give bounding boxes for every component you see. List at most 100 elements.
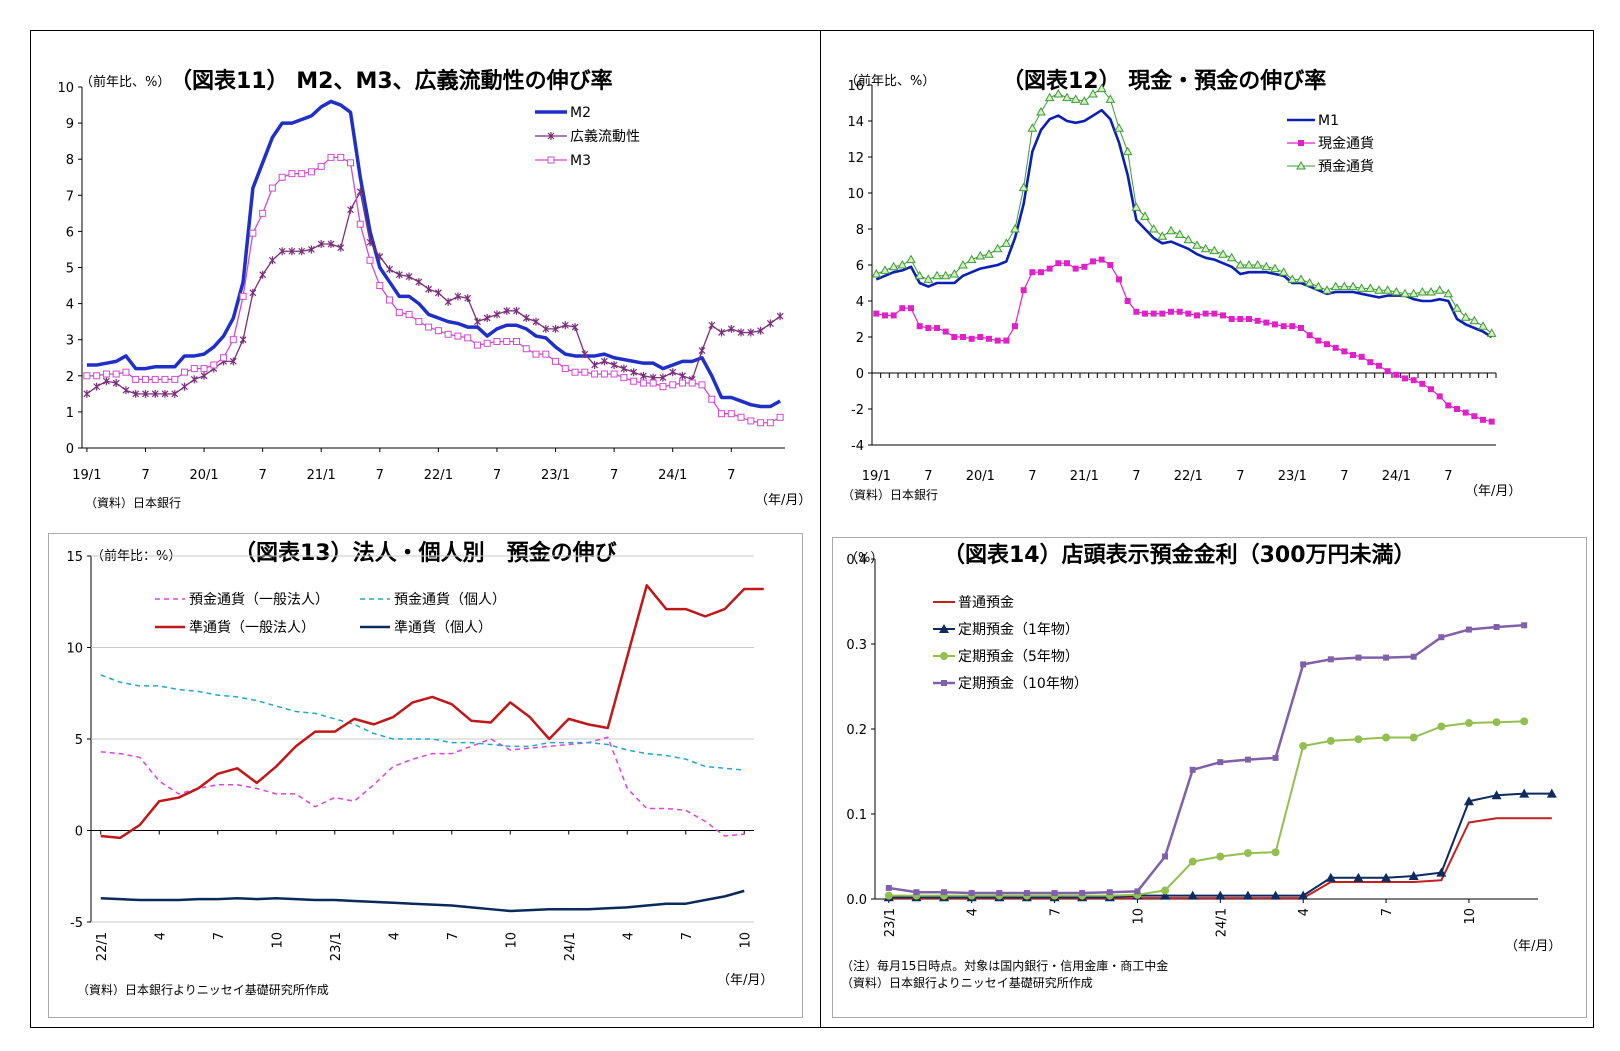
data-point bbox=[395, 270, 403, 279]
data-point bbox=[1304, 277, 1315, 287]
data-point bbox=[278, 247, 286, 256]
x-tick-label: 7 bbox=[924, 469, 932, 484]
x-unit-label: （年/月） bbox=[717, 973, 773, 988]
data-point bbox=[581, 350, 589, 359]
data-point bbox=[1131, 202, 1142, 211]
data-point bbox=[925, 325, 932, 331]
data-point bbox=[1252, 259, 1263, 269]
data-point bbox=[1228, 316, 1235, 322]
y-tick-label: 1 bbox=[66, 406, 74, 421]
data-point bbox=[542, 324, 550, 333]
legend-label: 普通預金 bbox=[958, 595, 1014, 611]
x-unit-label: （年/月） bbox=[1465, 484, 1521, 499]
legend-label: M3 bbox=[570, 153, 591, 169]
y-tick-label: 4 bbox=[856, 295, 864, 310]
data-point bbox=[434, 288, 442, 297]
x-tick-label: 24/1 bbox=[658, 468, 687, 483]
data-point bbox=[1211, 310, 1218, 317]
x-tick-label: 7 bbox=[446, 932, 461, 940]
data-point bbox=[1150, 310, 1157, 317]
legend-label: 預金通貨 bbox=[1318, 158, 1374, 175]
y-tick-label: -5 bbox=[70, 916, 83, 931]
data-point bbox=[884, 891, 893, 900]
data-point bbox=[885, 884, 892, 891]
data-point bbox=[434, 327, 442, 335]
x-tick-label: 20/1 bbox=[189, 468, 218, 483]
data-point bbox=[268, 256, 276, 265]
data-point bbox=[951, 334, 958, 340]
data-point bbox=[727, 324, 735, 333]
data-point bbox=[571, 323, 579, 332]
data-point bbox=[698, 346, 706, 355]
data-point bbox=[347, 205, 354, 214]
data-point bbox=[1417, 286, 1428, 296]
data-point bbox=[415, 277, 423, 286]
data-point bbox=[757, 326, 765, 335]
data-point bbox=[688, 379, 696, 387]
data-point bbox=[1122, 146, 1133, 156]
data-point bbox=[958, 259, 968, 269]
data-point bbox=[1072, 265, 1079, 272]
data-point bbox=[395, 309, 403, 317]
y-unit-label: （前年比、%） bbox=[845, 73, 935, 89]
data-point bbox=[151, 375, 159, 383]
data-point bbox=[1410, 377, 1417, 384]
y-tick-label: 2 bbox=[856, 331, 864, 346]
data-point bbox=[977, 334, 984, 340]
data-point bbox=[934, 325, 940, 331]
data-point bbox=[975, 250, 986, 260]
data-point bbox=[337, 243, 345, 252]
data-point bbox=[1220, 312, 1226, 319]
data-point bbox=[171, 389, 179, 398]
data-point bbox=[376, 252, 384, 261]
data-point bbox=[888, 261, 899, 271]
chart-corporate-personal-deposits: （図表13）法人・個人別 預金の伸び （前年比：%） （資料）日本銀行よりニッセイ基… bbox=[48, 533, 803, 1018]
data-point bbox=[1383, 654, 1390, 661]
data-point bbox=[1428, 386, 1434, 393]
footnote: （注）毎月15日時点。対象は国内銀行・信用金庫・商工中金 bbox=[841, 958, 1168, 973]
data-point bbox=[376, 282, 384, 290]
data-point bbox=[1242, 890, 1253, 900]
x-tick-label: 24/1 bbox=[563, 932, 578, 961]
y-tick-label: 8 bbox=[66, 153, 74, 168]
data-point bbox=[337, 153, 345, 161]
y-tick-label: 6 bbox=[66, 225, 74, 240]
data-point bbox=[229, 357, 237, 366]
data-point bbox=[1408, 288, 1419, 298]
data-point bbox=[102, 370, 110, 378]
data-point bbox=[968, 890, 975, 897]
data-point bbox=[532, 317, 540, 326]
data-point bbox=[747, 328, 755, 337]
y-tick-label: -4 bbox=[851, 439, 864, 454]
data-point bbox=[1271, 848, 1280, 857]
data-point bbox=[1133, 308, 1140, 315]
legend-label: 定期預金（5年物） bbox=[958, 649, 1079, 665]
panel-divider bbox=[820, 30, 821, 1028]
legend-label: 準通貨（一般法人） bbox=[189, 619, 315, 636]
y-tick-label: 5 bbox=[66, 262, 74, 277]
data-point bbox=[1174, 229, 1185, 238]
data-point bbox=[444, 330, 452, 338]
data-point bbox=[994, 337, 1001, 344]
x-tick-label: 7 bbox=[610, 468, 618, 483]
c13-svg: （図表13）法人・個人別 預金の伸び（前年比：%）（資料）日本銀行よりニッセイ基… bbox=[66, 540, 773, 997]
data-point bbox=[1322, 285, 1332, 294]
data-point bbox=[1374, 285, 1384, 294]
data-point bbox=[473, 341, 481, 349]
y-tick-label: 12 bbox=[847, 151, 864, 166]
data-point bbox=[996, 890, 1003, 897]
series-line bbox=[888, 720, 1525, 897]
data-point bbox=[1409, 733, 1418, 742]
x-tick-label: 24/1 bbox=[1382, 469, 1411, 484]
data-point bbox=[966, 254, 977, 264]
data-point bbox=[1105, 94, 1116, 103]
data-point bbox=[1187, 890, 1198, 900]
data-point bbox=[1463, 796, 1474, 806]
data-point bbox=[1237, 316, 1244, 322]
legend-label: 預金通貨（一般法人） bbox=[189, 591, 329, 608]
data-point bbox=[899, 305, 906, 312]
data-point bbox=[1381, 872, 1392, 882]
c14-svg: （図表14）店頭表示預金金利（300万円未満） （%） （資料）日本銀行よりニッセイ… bbox=[841, 542, 1561, 990]
data-point bbox=[1161, 886, 1170, 895]
data-point bbox=[1419, 380, 1426, 387]
